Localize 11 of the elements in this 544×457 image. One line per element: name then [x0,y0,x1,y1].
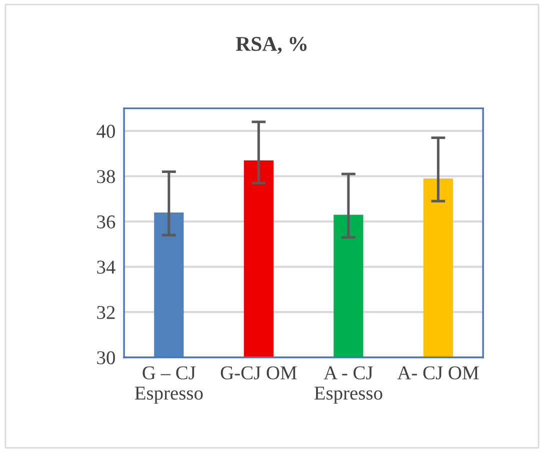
x-tick-label: A- CJ OM [397,366,479,380]
y-tick-label: 40 [96,124,115,138]
x-tick-label: A - CJ Espresso [314,366,382,404]
x-tick-label: G – CJ Espresso [134,366,203,404]
y-tick-label: 36 [97,215,116,228]
y-tick-label: 32 [97,306,115,320]
x-tick-label: G-CJ OM [220,366,297,380]
y-tick-label: 34 [97,260,116,274]
y-tick-label: 30 [97,351,115,364]
y-tick-label: 38 [97,170,115,184]
chart-title: RSA, % [236,36,307,54]
